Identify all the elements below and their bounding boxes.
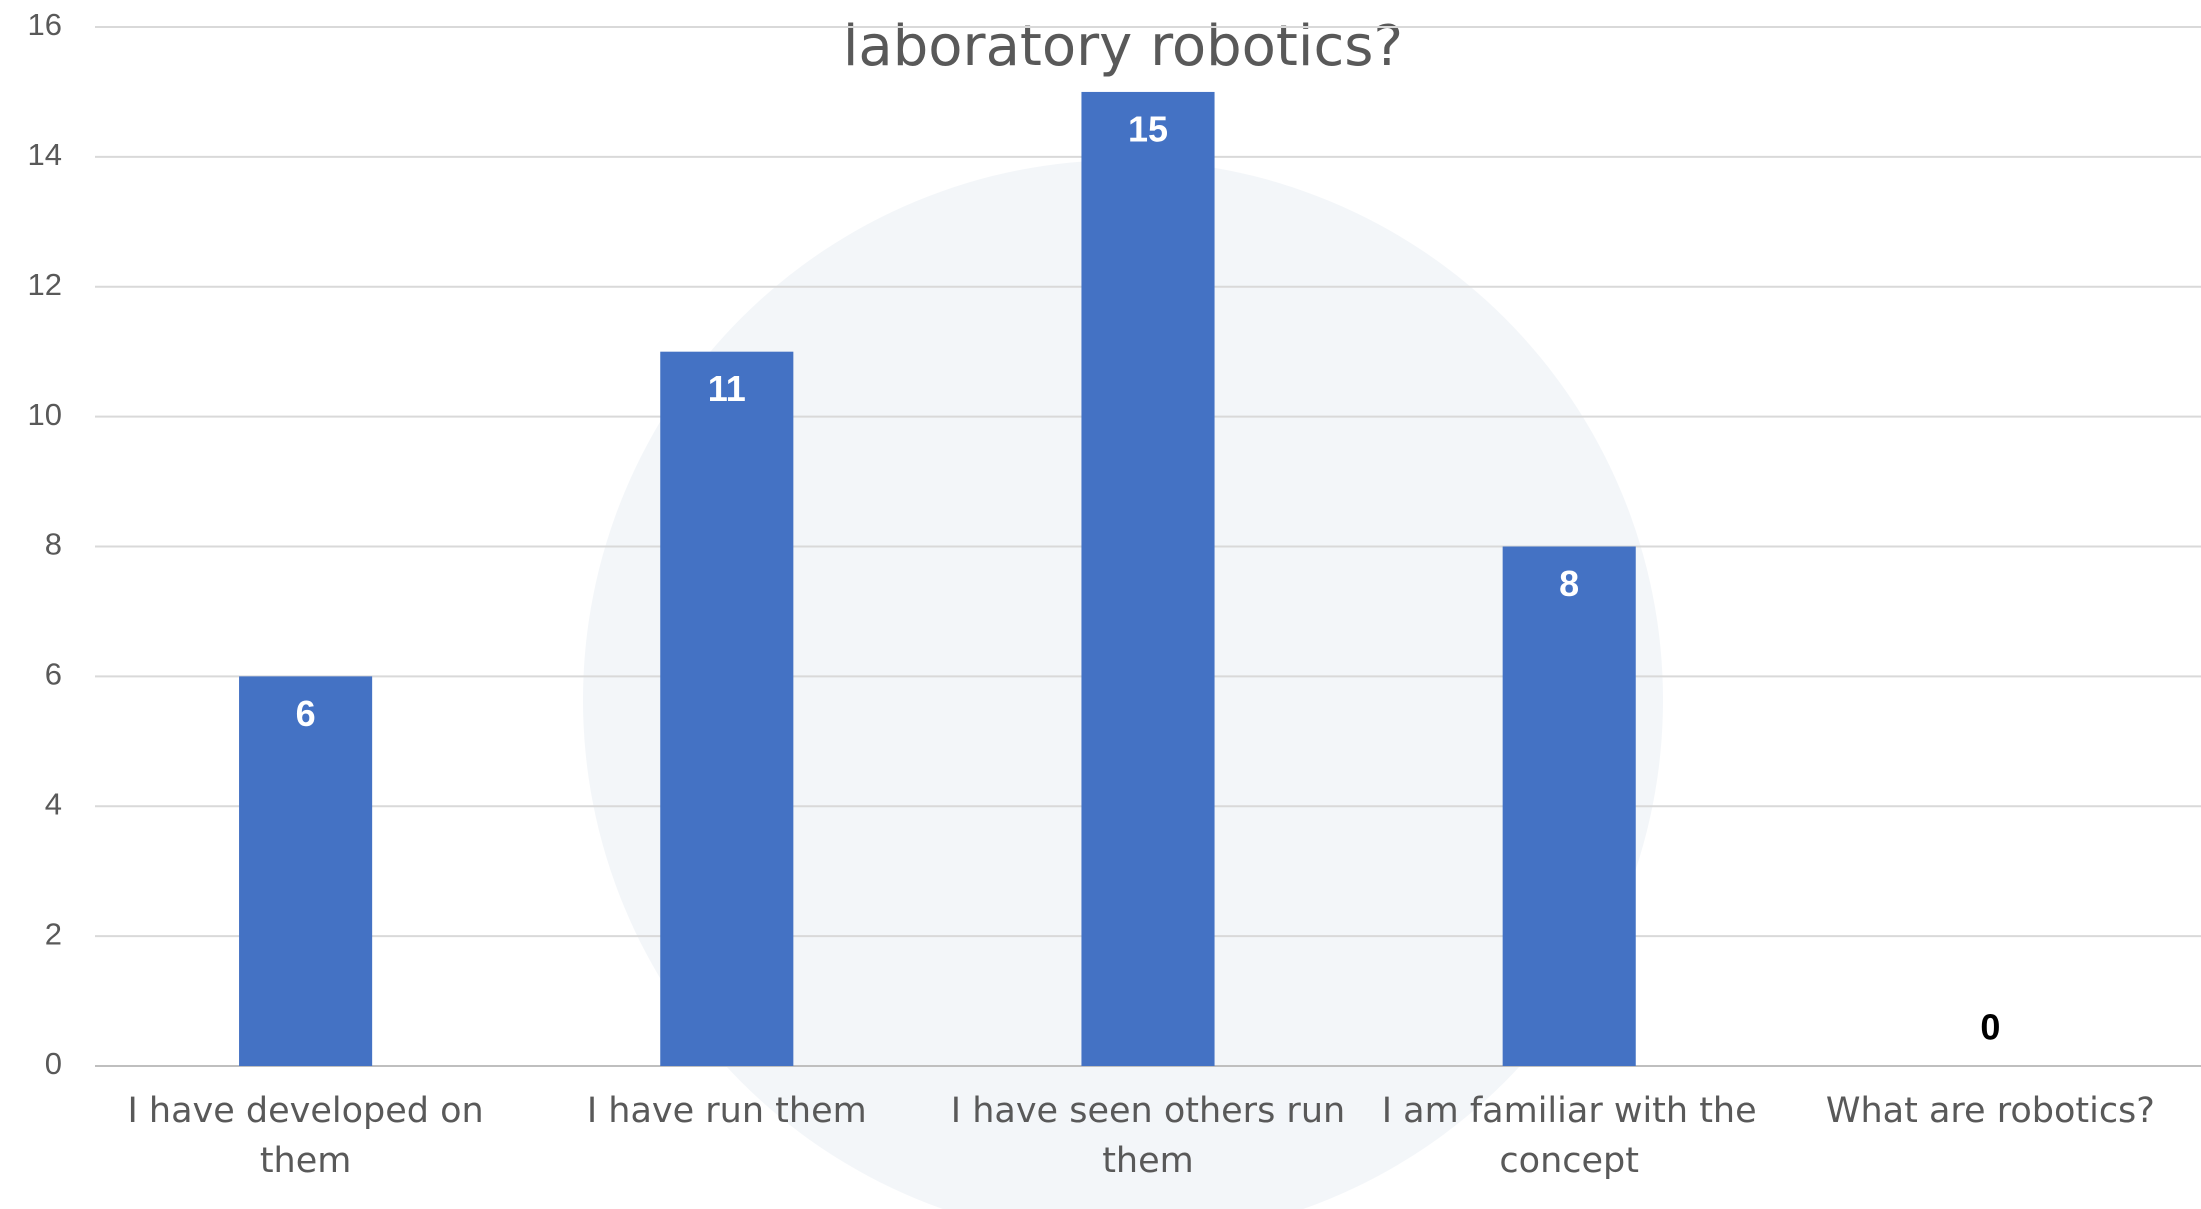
y-tick-label: 6 [45,657,62,692]
y-tick-label: 10 [28,397,62,432]
y-tick-label: 12 [28,267,62,302]
y-tick-label: 8 [45,527,62,562]
bar [660,351,794,1066]
y-tick-label: 2 [45,916,62,951]
y-tick-label: 0 [45,1046,62,1081]
data-label: 11 [708,368,746,409]
bar [1081,91,1215,1066]
x-tick-label-box: I have run them [586,1091,867,1131]
y-tick-label: 4 [45,786,62,821]
y-tick-label: 16 [28,7,62,42]
data-label: 6 [296,693,316,734]
bar [239,676,373,1066]
x-tick-label-box: I am familiar with the concept [1381,1091,1757,1181]
x-tick-label: I have seen others run them [950,1091,1346,1181]
x-tick-label-box: What are robotics? [1825,1091,2155,1131]
x-tick-label: What are robotics? [1825,1091,2155,1131]
x-tick-label-box: I have developed on them [127,1091,484,1181]
data-label: 0 [1980,1007,2000,1048]
x-tick-label: I have run them [586,1091,867,1131]
y-tick-label: 14 [28,137,62,172]
chart-title: laboratory robotics? [843,14,1403,79]
x-tick-label-box: I have seen others run them [950,1091,1346,1181]
bar [1502,546,1636,1066]
data-label: 8 [1559,563,1579,604]
data-label: 15 [1128,108,1168,149]
x-tick-label: I have developed on them [127,1091,484,1181]
x-tick-label: I am familiar with the concept [1381,1091,1757,1181]
